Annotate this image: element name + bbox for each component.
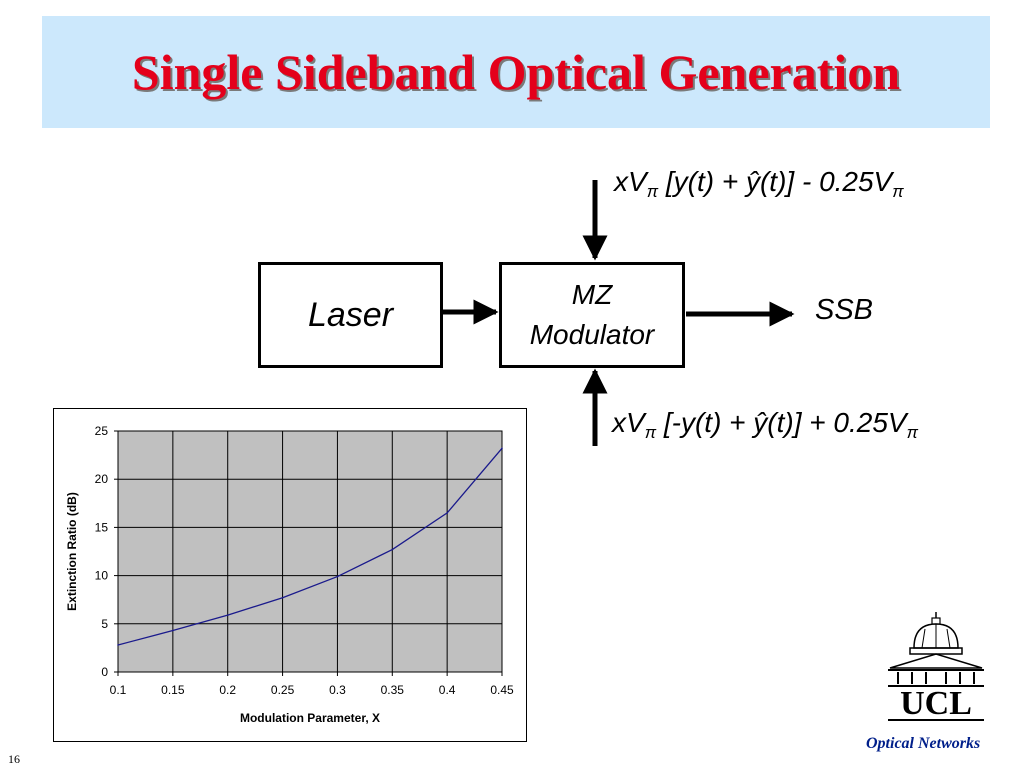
- chart-x-axis-label: Modulation Parameter, X: [240, 711, 380, 725]
- mz-modulator-box: MZ Modulator: [499, 262, 685, 368]
- top-formula-part2: [y(t) + ŷ(t)] - 0.25V: [658, 166, 893, 197]
- chart-x-tick-label: 0.15: [161, 683, 185, 697]
- chart-y-tick-label: 10: [95, 569, 109, 583]
- title-band: Single Sideband Optical Generation: [42, 16, 990, 128]
- chart-data-point: [336, 575, 339, 578]
- ucl-logo: UCL: [888, 612, 984, 722]
- chart-plot-area: [117, 430, 503, 673]
- slide-title: Single Sideband Optical Generation: [131, 44, 901, 100]
- chart-y-tick-label: 25: [95, 424, 109, 438]
- footer-label: Optical Networks: [866, 735, 981, 752]
- top-formula-part1: xV: [614, 166, 647, 197]
- laser-label: Laser: [307, 295, 394, 334]
- chart-y-tick-label: 0: [101, 665, 108, 679]
- chart-x-tick-label: 0.2: [219, 683, 236, 697]
- chart-y-axis-label: Extinction Ratio (dB): [65, 492, 79, 611]
- modulator-label-line2: Modulator: [529, 319, 655, 350]
- chart-svg: 0.1 0.15 0.2 0.25 0.3 0.35 0.4 0.45 0 5 10 15 20 25 Mo…: [65, 424, 514, 725]
- ssb-output-label: SSB: [815, 294, 874, 326]
- chart-x-tick-label: 0.35: [381, 683, 405, 697]
- chart-data-point: [446, 512, 448, 514]
- extinction-ratio-chart: 0.1 0.15 0.2 0.25 0.3 0.35 0.4 0.45 0 5 10 15 20 25 Mo…: [53, 408, 527, 742]
- chart-series-line: [117, 447, 503, 646]
- laser-box: Laser: [258, 262, 443, 368]
- chart-data-point: [226, 614, 229, 616]
- top-formula-sub1: π: [646, 182, 659, 201]
- chart-data-point: [391, 548, 394, 551]
- modulator-label-line1: MZ: [571, 279, 613, 310]
- slide-number: 16: [8, 752, 20, 766]
- chart-data-point: [117, 644, 119, 646]
- bottom-formula-part2: [-y(t) + ŷ(t)] + 0.25V: [656, 407, 907, 438]
- bottom-formula-part1: xV: [612, 407, 645, 438]
- chart-data-point: [172, 629, 174, 632]
- chart-x-tick-label: 0.1: [110, 683, 127, 697]
- chart-x-tick-label: 0.3: [329, 683, 346, 697]
- chart-y-tick-label: 15: [95, 520, 109, 534]
- bottom-drive-formula: xVπ [-y(t) + ŷ(t)] + 0.25Vπ: [612, 407, 918, 443]
- block-diagram: Laser MZ Modulator SSB xVπ [y(t) + ŷ(t)]…: [258, 166, 918, 446]
- bottom-formula-sub2: π: [906, 423, 918, 442]
- chart-x-tick-label: 0.4: [439, 683, 456, 697]
- chart-y-tick-label: 20: [95, 472, 109, 486]
- chart-data-point: [501, 447, 503, 450]
- chart-data-point: [281, 596, 284, 599]
- bottom-formula-sub1: π: [644, 423, 657, 442]
- top-drive-formula: xVπ [y(t) + ŷ(t)] - 0.25Vπ: [614, 166, 904, 202]
- ucl-logo-text: UCL: [900, 685, 972, 722]
- chart-x-tick-label: 0.45: [490, 683, 514, 697]
- chart-x-tick-label: 0.25: [271, 683, 295, 697]
- chart-y-tick-label: 5: [101, 617, 108, 631]
- top-formula-sub2: π: [892, 182, 904, 201]
- diagram-arrows: [443, 180, 795, 446]
